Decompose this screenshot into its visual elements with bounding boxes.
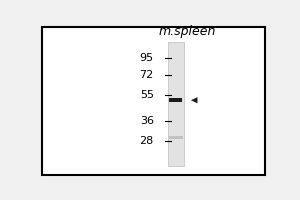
Text: m.spleen: m.spleen [159, 25, 216, 38]
Polygon shape [191, 97, 197, 103]
Text: 28: 28 [140, 136, 154, 146]
Text: 36: 36 [140, 116, 154, 126]
Bar [168, 42, 184, 166]
Text: 55: 55 [140, 90, 154, 100]
Text: 95: 95 [140, 53, 154, 63]
Text: 72: 72 [140, 70, 154, 80]
Bar [169, 98, 182, 102]
Bar [169, 136, 183, 139]
